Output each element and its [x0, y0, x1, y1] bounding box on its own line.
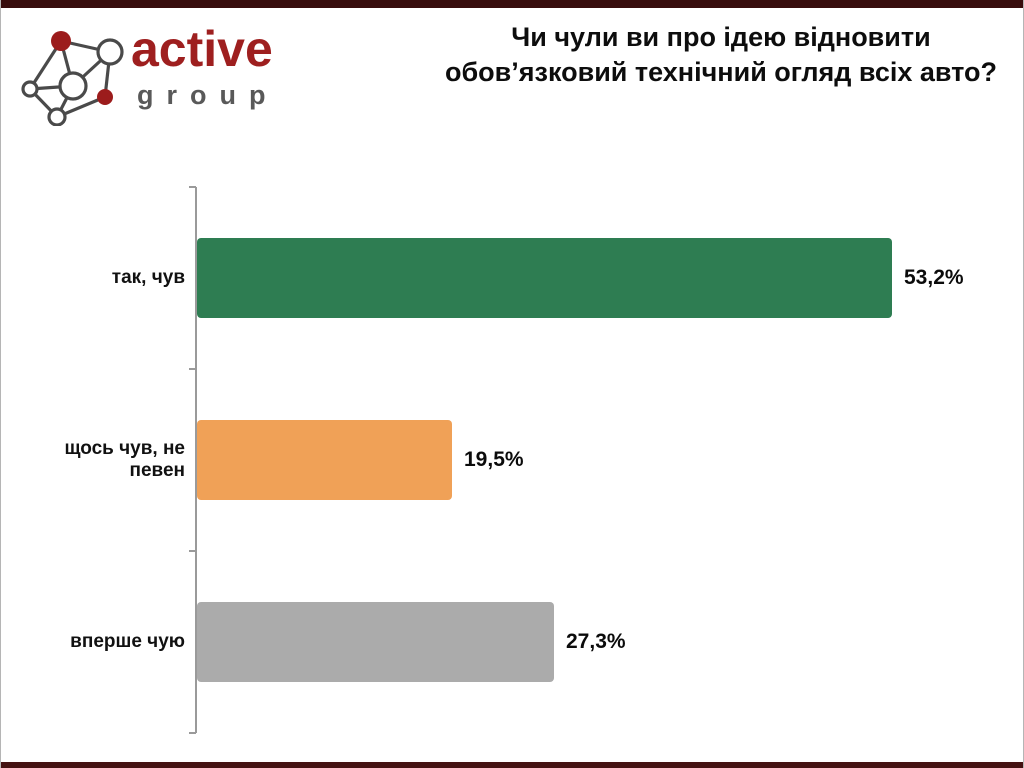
bar-row: вперше чую 27,3% — [1, 551, 1023, 733]
network-graph-icon — [21, 31, 124, 126]
value-label: 53,2% — [904, 266, 964, 289]
logo-brand-text: active — [131, 21, 273, 77]
bar — [197, 238, 892, 318]
axis-tick — [189, 732, 196, 734]
bar — [197, 602, 554, 682]
axis-tick — [189, 186, 196, 188]
bar-row: щось чув, не певен 19,5% — [1, 369, 1023, 551]
top-accent-bar — [1, 0, 1023, 8]
axis-tick — [189, 550, 196, 552]
value-label: 19,5% — [464, 448, 524, 471]
bar-row: так, чув 53,2% — [1, 187, 1023, 369]
axis-tick — [189, 368, 196, 370]
logo-sub-text: group — [137, 80, 279, 110]
value-label: 27,3% — [566, 630, 626, 653]
logo: active group — [9, 16, 309, 126]
category-label: щось чув, не певен — [64, 438, 185, 481]
category-axis-line — [195, 187, 197, 733]
bottom-accent-bar — [1, 762, 1023, 768]
category-label: вперше чую — [70, 631, 185, 653]
category-label: так, чув — [111, 267, 185, 289]
chart-title: Чи чули ви про ідею відновити обов’язков… — [445, 22, 997, 88]
bar — [197, 420, 452, 500]
